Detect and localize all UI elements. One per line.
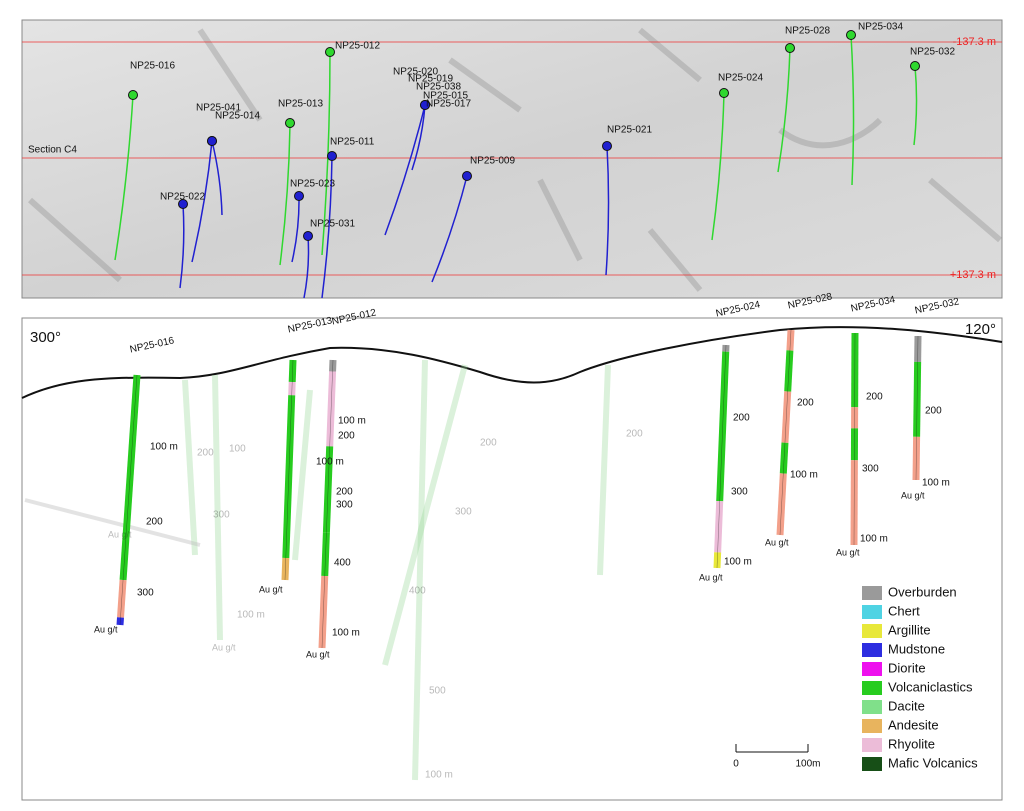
legend-swatch bbox=[862, 624, 882, 638]
collar bbox=[603, 142, 612, 151]
depth-label: 300 bbox=[731, 487, 748, 498]
legend-swatch bbox=[862, 605, 882, 619]
assay-axis-label: Au g/t bbox=[836, 547, 860, 557]
hole-label: NP25-028 bbox=[785, 26, 830, 37]
collar bbox=[304, 232, 313, 241]
legend-label: Mudstone bbox=[888, 641, 945, 656]
hole-label: NP25-017 bbox=[426, 99, 471, 110]
collar bbox=[720, 89, 729, 98]
legend-swatch bbox=[862, 700, 882, 714]
hole-label: NP25-021 bbox=[607, 125, 652, 136]
depth-label: 300 bbox=[137, 588, 154, 599]
legend-label: Chert bbox=[888, 603, 920, 618]
hole-label: NP25-032 bbox=[914, 296, 961, 316]
depth-label: 100 m bbox=[922, 478, 950, 489]
depth-label: 200 bbox=[866, 392, 883, 403]
collar bbox=[208, 137, 217, 146]
depth-label: 200 bbox=[925, 406, 942, 417]
depth-label: 100 m bbox=[338, 416, 366, 427]
legend-label: Volcaniclastics bbox=[888, 679, 973, 694]
assay-axis-label: Au g/t bbox=[901, 490, 925, 500]
hole-label: NP25-013 bbox=[278, 99, 323, 110]
depth-label: 100 m bbox=[790, 470, 818, 481]
legend-swatch bbox=[862, 719, 882, 733]
scale-label: 0 bbox=[733, 759, 739, 770]
depth-label: 200 bbox=[197, 448, 214, 459]
depth-label: 100 m bbox=[237, 610, 265, 621]
assay-axis-label: Au g/t bbox=[699, 572, 723, 582]
legend-swatch bbox=[862, 586, 882, 600]
depth-label: 300 bbox=[455, 507, 472, 518]
collar bbox=[328, 152, 337, 161]
hole-label: NP25-031 bbox=[310, 219, 355, 230]
azimuth: 300° bbox=[30, 329, 61, 346]
depth-label: 200 bbox=[626, 429, 643, 440]
depth-label: 500 bbox=[429, 686, 446, 697]
hole-label: NP25-024 bbox=[718, 73, 763, 84]
collar bbox=[847, 31, 856, 40]
hole-label: NP25-014 bbox=[215, 111, 260, 122]
assay-axis-label: Au g/t bbox=[212, 642, 236, 652]
hole-label: NP25-022 bbox=[160, 192, 205, 203]
depth-label: 100 m bbox=[724, 557, 752, 568]
depth-label: 200 bbox=[338, 431, 355, 442]
offset-label: -137.3 m bbox=[953, 36, 996, 48]
depth-label: 200 bbox=[480, 438, 497, 449]
assay-axis-label: Au g/t bbox=[306, 649, 330, 659]
collar bbox=[286, 119, 295, 128]
depth-label: 400 bbox=[334, 558, 351, 569]
legend-label: Argillite bbox=[888, 622, 931, 637]
collar bbox=[326, 48, 335, 57]
legend-swatch bbox=[862, 643, 882, 657]
depth-label: 400 bbox=[409, 586, 426, 597]
depth-label: 300 bbox=[213, 510, 230, 521]
legend-label: Diorite bbox=[888, 660, 926, 675]
depth-label: 200 bbox=[146, 517, 163, 528]
legend-label: Dacite bbox=[888, 698, 925, 713]
legend-label: Andesite bbox=[888, 717, 939, 732]
section-name: Section C4 bbox=[28, 145, 77, 156]
depth-label: 100 bbox=[229, 444, 246, 455]
hole-label: NP25-011 bbox=[330, 137, 375, 148]
depth-label: 200 bbox=[336, 487, 353, 498]
legend-swatch bbox=[862, 681, 882, 695]
depth-label: 300 bbox=[862, 464, 879, 475]
depth-label: 200 bbox=[733, 413, 750, 424]
depth-label: 100 m bbox=[316, 457, 344, 468]
depth-label: 100 m bbox=[860, 534, 888, 545]
assay-axis-label: Au g/t bbox=[765, 537, 789, 547]
assay-axis-label: Au g/t bbox=[108, 529, 132, 539]
assay-axis-label: Au g/t bbox=[94, 624, 118, 634]
collar bbox=[911, 62, 920, 71]
depth-label: 200 bbox=[797, 398, 814, 409]
hole-label: NP25-023 bbox=[290, 179, 335, 190]
legend-swatch bbox=[862, 662, 882, 676]
collar bbox=[786, 44, 795, 53]
hole-label: NP25-016 bbox=[130, 61, 175, 72]
hole-label: NP25-012 bbox=[335, 41, 380, 52]
scale-label: 100m bbox=[795, 759, 820, 770]
depth-label: 100 m bbox=[425, 770, 453, 781]
legend-label: Mafic Volcanics bbox=[888, 755, 978, 770]
legend-label: Rhyolite bbox=[888, 736, 935, 751]
collar bbox=[295, 192, 304, 201]
legend-swatch bbox=[862, 738, 882, 752]
collar bbox=[129, 91, 138, 100]
depth-label: 100 m bbox=[332, 628, 360, 639]
legend-swatch bbox=[862, 757, 882, 771]
collar bbox=[463, 172, 472, 181]
assay-axis-label: Au g/t bbox=[259, 584, 283, 594]
hole-label: NP25-009 bbox=[470, 156, 515, 167]
hole-label: NP25-032 bbox=[910, 47, 955, 58]
azimuth: 120° bbox=[965, 321, 996, 338]
legend-label: Overburden bbox=[888, 584, 957, 599]
offset-label: +137.3 m bbox=[950, 269, 996, 281]
hole-label: NP25-024 bbox=[715, 299, 762, 319]
depth-label: 300 bbox=[336, 500, 353, 511]
depth-label: 100 m bbox=[150, 442, 178, 453]
hole-label: NP25-034 bbox=[858, 22, 903, 33]
